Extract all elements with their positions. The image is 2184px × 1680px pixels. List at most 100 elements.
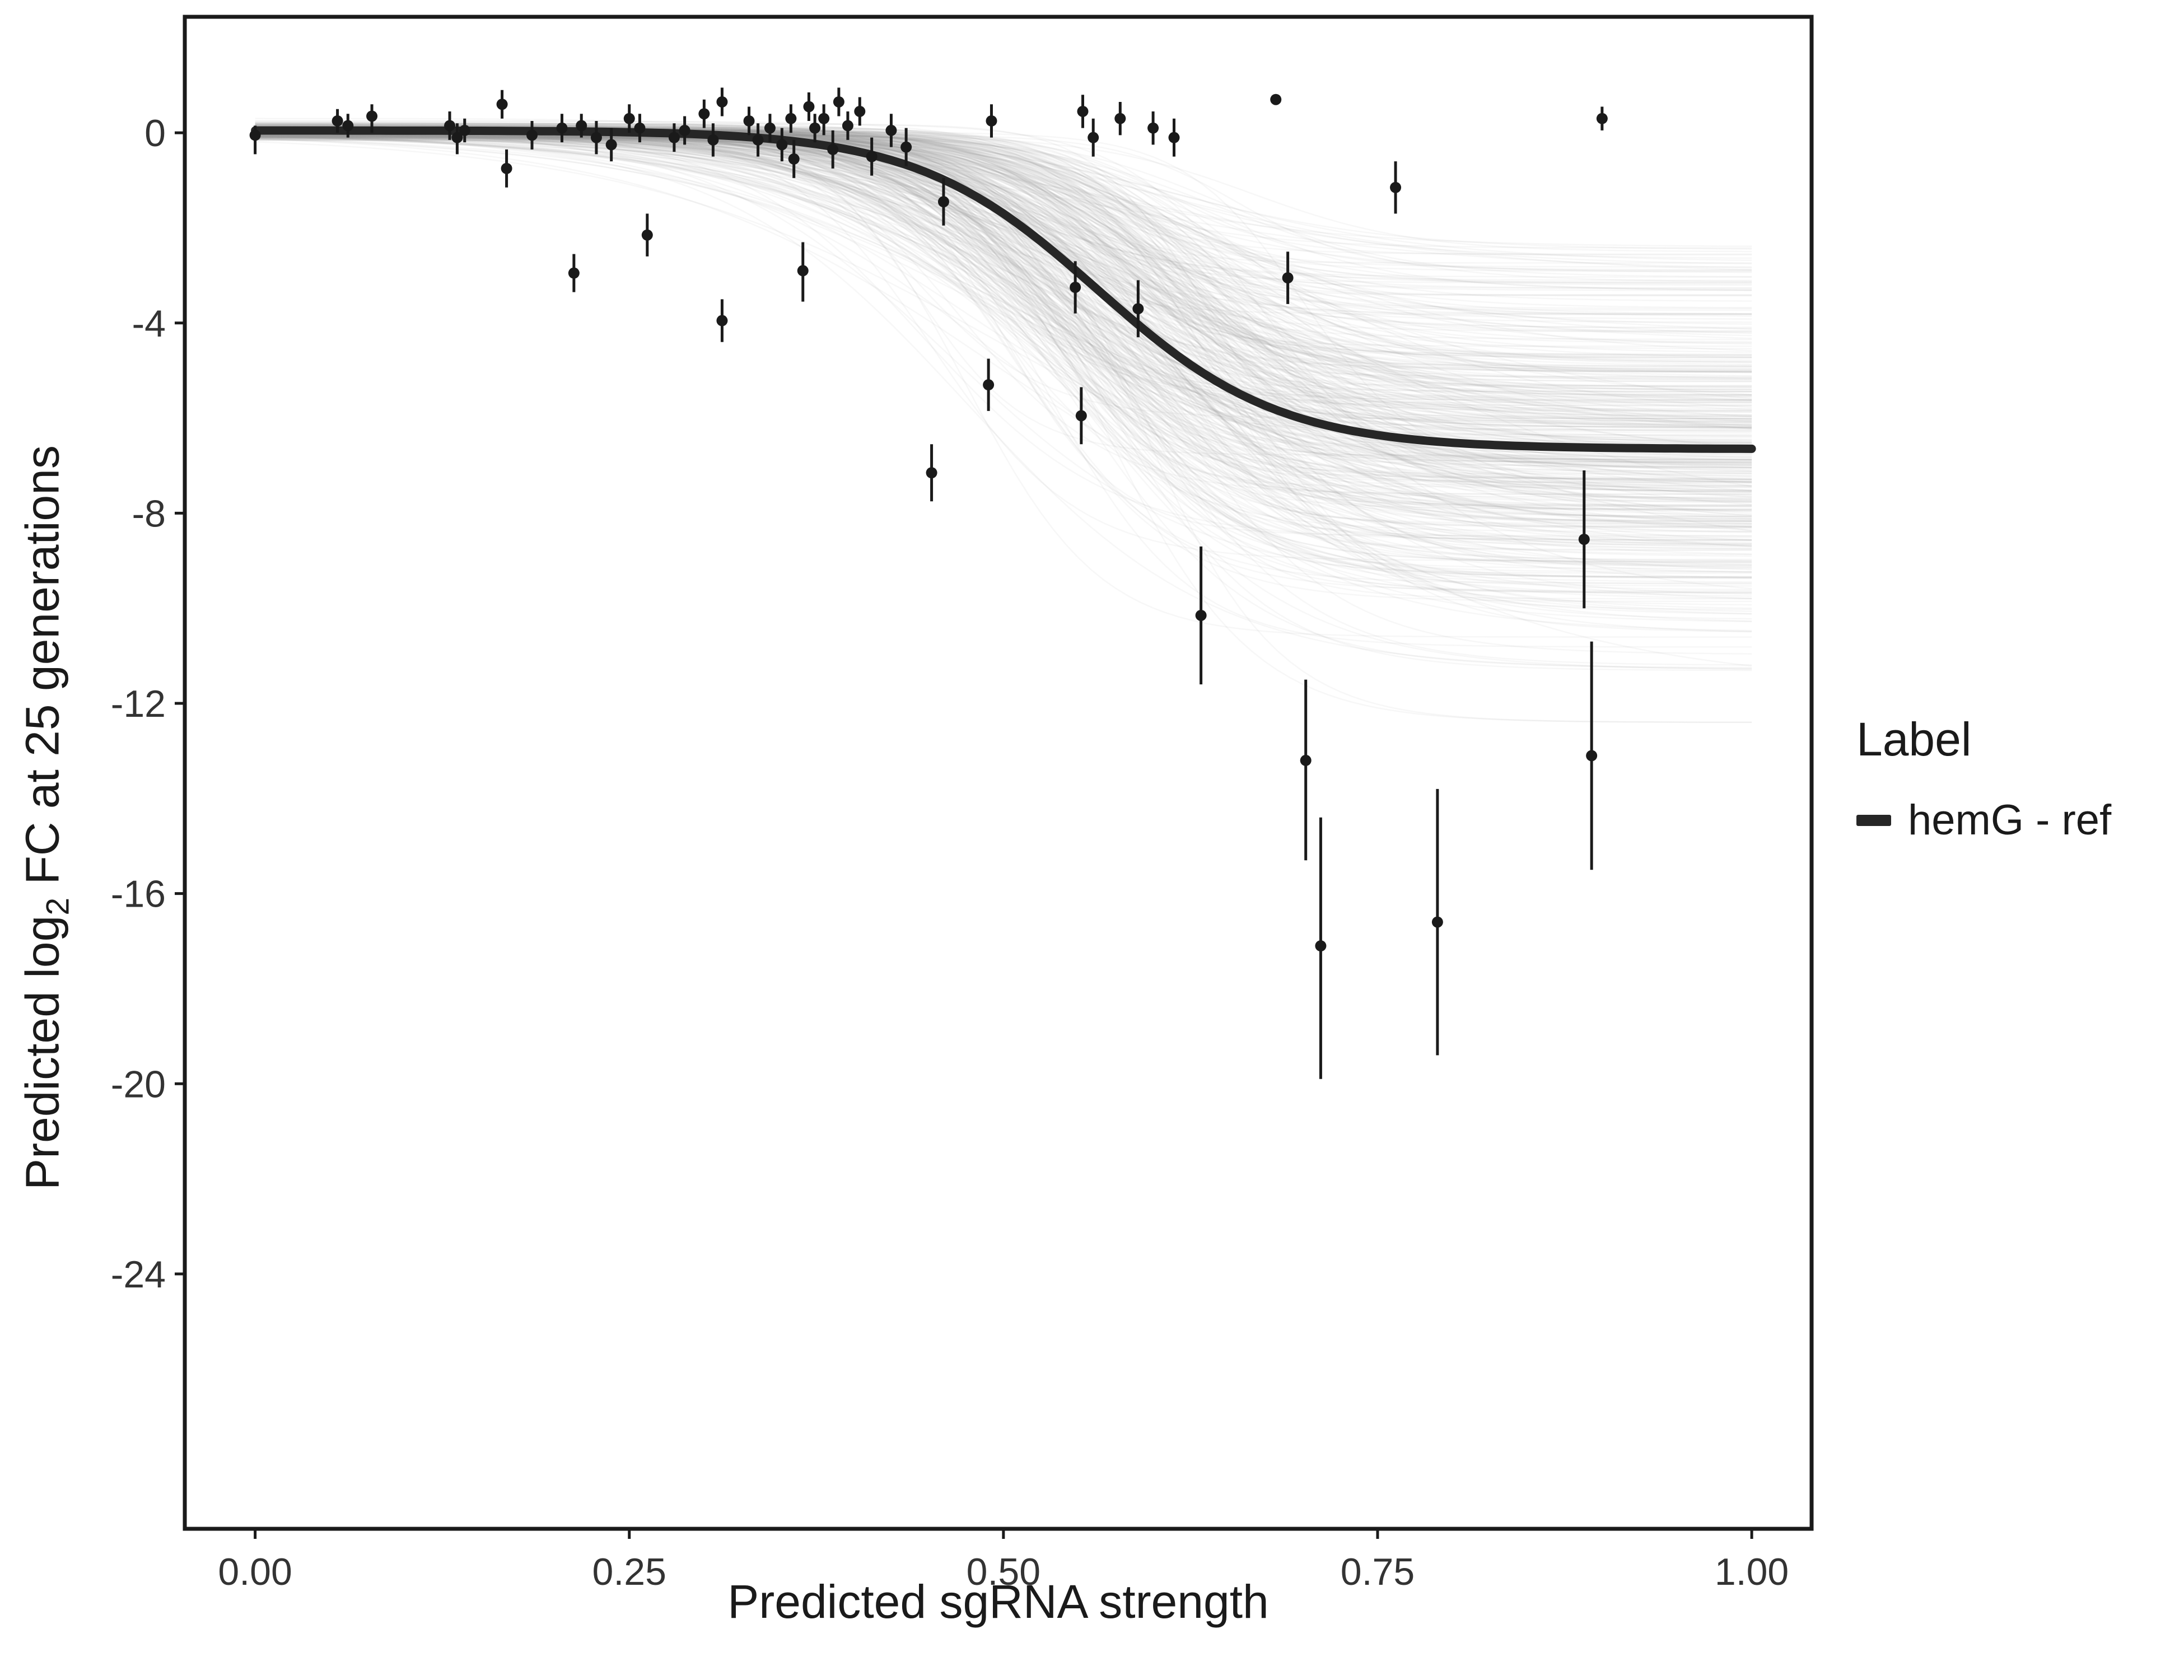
- posterior-curve: [255, 136, 1752, 493]
- posterior-curve: [255, 123, 1752, 464]
- data-point: [716, 315, 728, 326]
- data-point: [788, 153, 800, 165]
- posterior-curve: [255, 133, 1752, 547]
- posterior-curve: [255, 129, 1752, 583]
- data-point: [679, 124, 690, 136]
- posterior-curve: [255, 123, 1752, 503]
- posterior-curve: [255, 133, 1752, 396]
- posterior-curve: [255, 136, 1752, 438]
- posterior-curve: [255, 135, 1752, 480]
- posterior-curve: [255, 124, 1752, 528]
- legend-entry-label: hemG - ref: [1908, 796, 2112, 844]
- posterior-curve: [255, 137, 1752, 256]
- posterior-curve: [255, 134, 1752, 517]
- data-point: [809, 122, 821, 134]
- posterior-curve: [255, 136, 1752, 670]
- posterior-curve: [255, 120, 1752, 315]
- posterior-curve: [255, 124, 1752, 402]
- posterior-curve: [255, 136, 1752, 423]
- posterior-curve: [255, 133, 1752, 522]
- posterior-curve: [255, 135, 1752, 514]
- posterior-curve: [255, 123, 1752, 377]
- data-point: [776, 139, 788, 151]
- data-point: [827, 143, 839, 155]
- posterior-curve: [255, 137, 1752, 404]
- data-point: [698, 108, 710, 120]
- posterior-curve: [255, 134, 1752, 512]
- posterior-curve: [255, 131, 1752, 366]
- posterior-curve: [255, 125, 1752, 369]
- posterior-curve: [255, 134, 1752, 430]
- data-point: [451, 132, 463, 143]
- data-point: [501, 162, 512, 174]
- posterior-curve: [255, 134, 1752, 316]
- posterior-curve: [255, 136, 1752, 667]
- posterior-curve: [255, 137, 1752, 520]
- posterior-curve: [255, 136, 1752, 537]
- data-point: [842, 120, 853, 132]
- posterior-curve: [255, 137, 1752, 480]
- data-point: [459, 124, 470, 136]
- posterior-curve: [255, 134, 1752, 521]
- data-point: [785, 113, 797, 124]
- posterior-curve: [255, 134, 1752, 269]
- data-point: [866, 151, 878, 162]
- data-point: [803, 101, 815, 113]
- posterior-curve: [255, 136, 1752, 511]
- posterior-curve: [255, 130, 1752, 337]
- y-axis-title-subscript: 2: [40, 897, 76, 916]
- posterior-curve: [255, 129, 1752, 506]
- posterior-curve: [255, 122, 1752, 474]
- posterior-curve: [255, 136, 1752, 273]
- data-point: [1077, 105, 1089, 117]
- posterior-curve: [255, 136, 1752, 475]
- data-point: [1132, 303, 1144, 315]
- posterior-curve: [255, 124, 1752, 323]
- data-point: [764, 122, 776, 134]
- posterior-curve: [255, 127, 1752, 442]
- posterior-curve: [255, 134, 1752, 328]
- posterior-curve: [255, 134, 1752, 522]
- posterior-curve: [255, 134, 1752, 428]
- data-point: [1596, 113, 1608, 124]
- data-point: [1114, 113, 1126, 124]
- posterior-curve: [255, 123, 1752, 458]
- posterior-curve: [255, 133, 1752, 520]
- posterior-curve: [255, 122, 1752, 481]
- data-point: [634, 122, 646, 134]
- posterior-curve: [255, 131, 1752, 516]
- posterior-curve: [255, 134, 1752, 550]
- posterior-curve: [255, 134, 1752, 367]
- posterior-curve: [255, 133, 1752, 522]
- posterior-curve: [255, 138, 1752, 496]
- posterior-curve: [255, 137, 1752, 573]
- posterior-curve: [255, 136, 1752, 511]
- posterior-curve: [255, 134, 1752, 334]
- posterior-curve: [255, 136, 1752, 484]
- posterior-curve: [255, 124, 1752, 482]
- data-point: [983, 379, 995, 391]
- posterior-curve: [255, 125, 1752, 425]
- data-point: [668, 132, 680, 143]
- posterior-curve: [255, 133, 1752, 424]
- data-point: [1070, 282, 1081, 293]
- posterior-curve: [255, 134, 1752, 568]
- y-tick-label: -16: [111, 873, 166, 916]
- data-point: [1168, 132, 1180, 143]
- legend: Label hemG - ref: [1856, 712, 2111, 844]
- posterior-curve: [255, 139, 1752, 545]
- data-point: [1315, 940, 1327, 952]
- data-point: [342, 120, 354, 132]
- posterior-curve: [255, 136, 1752, 517]
- posterior-curve: [255, 134, 1752, 455]
- posterior-curve: [255, 136, 1752, 491]
- x-tick-label: 0.25: [592, 1551, 666, 1593]
- data-point: [249, 129, 261, 141]
- posterior-curve: [255, 136, 1752, 487]
- posterior-curve: [255, 136, 1752, 377]
- data-point: [833, 96, 844, 108]
- posterior-curve: [255, 139, 1752, 567]
- posterior-curve: [255, 134, 1752, 480]
- data-point: [590, 132, 602, 143]
